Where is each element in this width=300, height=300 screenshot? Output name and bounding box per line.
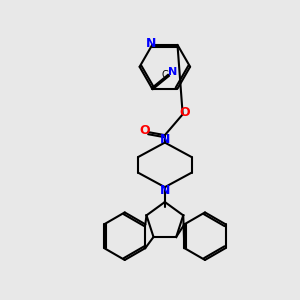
- Text: O: O: [139, 124, 150, 137]
- Text: N: N: [168, 67, 177, 77]
- Text: O: O: [179, 106, 190, 119]
- Text: N: N: [160, 184, 170, 196]
- Text: N: N: [146, 37, 156, 50]
- Text: C: C: [162, 70, 169, 80]
- Text: N: N: [160, 133, 170, 146]
